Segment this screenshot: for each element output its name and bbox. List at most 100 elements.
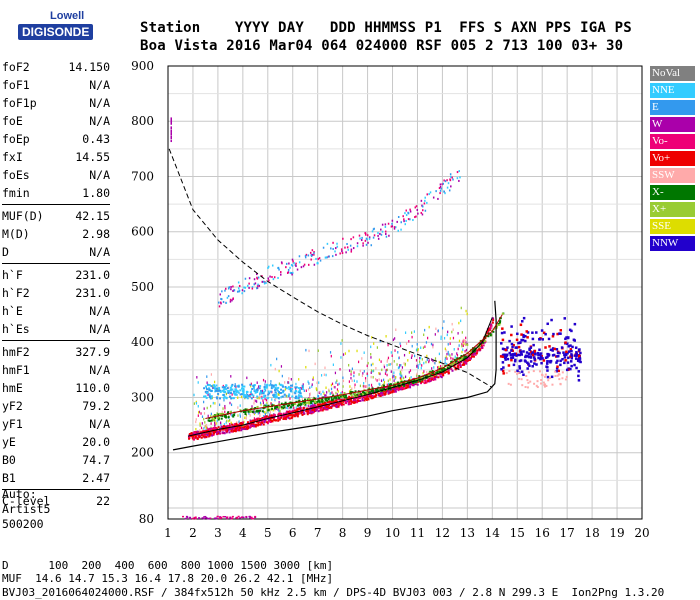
echo-dot: [328, 400, 331, 403]
echo-dot: [291, 384, 294, 387]
echo-dot: [199, 422, 201, 425]
echo-dot: [241, 421, 244, 424]
echo-dot: [524, 360, 527, 363]
echo-dot: [254, 389, 257, 392]
echo-dot: [277, 416, 280, 419]
echo-dot: [214, 419, 216, 422]
echo-dot: [576, 359, 580, 363]
echo-dot: [231, 515, 234, 518]
echo-dot: [434, 375, 437, 378]
echo-dot: [212, 401, 214, 405]
echo-dot: [466, 312, 468, 316]
echo-dot: [291, 404, 294, 407]
echo-dot: [533, 382, 536, 385]
echo-dot: [237, 414, 239, 417]
echo-dot: [252, 394, 255, 397]
echo-dot: [427, 379, 430, 382]
echo-dot: [331, 405, 334, 408]
echo-dot: [403, 376, 405, 380]
echo-dot: [514, 346, 517, 349]
param-name: yF2: [2, 399, 23, 413]
param-separator: [2, 204, 110, 205]
echo-dot: [446, 352, 448, 356]
echo-dot: [512, 363, 516, 367]
electron-density-profile: [172, 300, 497, 451]
echo-dot: [379, 232, 381, 235]
echo-dot: [465, 348, 468, 352]
echo-dot: [201, 422, 203, 425]
echo-dot: [342, 376, 344, 380]
echo-dot: [234, 385, 237, 388]
echo-dot: [546, 353, 550, 356]
echo-dot: [444, 347, 446, 351]
echo-dot: [217, 432, 220, 435]
echo-dot: [287, 414, 290, 417]
echo-dot: [400, 387, 403, 390]
echo-dot: [428, 379, 431, 382]
x-tick-label: 10: [385, 526, 400, 540]
echo-dot: [188, 433, 191, 436]
echo-dot: [461, 344, 463, 348]
echo-dot: [214, 517, 217, 519]
echo-dot: [454, 355, 456, 359]
echo-dot: [319, 398, 322, 401]
echo-dot: [274, 398, 276, 402]
echo-dot: [253, 410, 255, 413]
echo-dot: [229, 516, 232, 519]
echo-dot: [394, 382, 397, 385]
y-tick-label: 400: [131, 335, 154, 349]
echo-dot: [578, 357, 582, 360]
echo-dot: [206, 381, 208, 384]
echo-dot: [170, 122, 172, 125]
param-value: 327.9: [75, 345, 110, 359]
echo-dot: [206, 388, 209, 391]
echo-dot: [513, 352, 517, 356]
echo-dot: [356, 242, 359, 245]
echo-dot: [187, 436, 190, 439]
echo-dot: [307, 397, 310, 400]
echo-dot: [388, 234, 390, 237]
echo-dot: [232, 426, 235, 429]
echo-dot: [400, 364, 402, 367]
echo-dot: [235, 389, 238, 392]
param-separator: [2, 489, 110, 490]
echo-dot: [543, 375, 546, 378]
echo-dot: [330, 396, 333, 399]
echo-dot: [242, 426, 245, 429]
echo-dot: [346, 246, 349, 249]
echo-dot: [518, 367, 522, 370]
echo-dot: [170, 120, 172, 123]
echo-dot: [316, 401, 318, 405]
echo-dot: [489, 323, 492, 326]
echo-dot: [449, 342, 451, 345]
echo-dot: [271, 407, 274, 410]
echo-dot: [267, 266, 269, 269]
echo-dot: [473, 350, 476, 353]
echo-dot: [300, 403, 303, 406]
echo-dot: [193, 431, 196, 434]
echo-dot: [190, 432, 193, 435]
echo-dot: [404, 331, 407, 334]
echo-dot: [342, 400, 345, 403]
polarization-legend: NoVal NNE E W Vo- Vo+ SSW X- X+ SSE NNW: [650, 66, 695, 253]
echo-dot: [211, 396, 213, 400]
echo-dot: [503, 347, 506, 351]
echo-dot: [314, 409, 317, 412]
echo-dot: [393, 226, 396, 229]
echo-dot: [318, 403, 321, 406]
echo-dot: [464, 359, 467, 362]
echo-dot: [341, 390, 343, 394]
echo-dot: [362, 384, 364, 388]
echo-dot: [432, 345, 434, 349]
param-name: yE: [2, 435, 16, 449]
echo-dot: [200, 426, 203, 430]
echo-dot: [333, 396, 336, 399]
echo-dot: [208, 396, 211, 399]
echo-dot: [578, 360, 581, 363]
echo-dot: [264, 389, 267, 392]
echo-dot: [487, 328, 490, 331]
echo-dot: [342, 403, 345, 406]
echo-dot: [401, 366, 404, 369]
echo-dot: [245, 426, 248, 429]
echo-dot: [339, 252, 341, 255]
